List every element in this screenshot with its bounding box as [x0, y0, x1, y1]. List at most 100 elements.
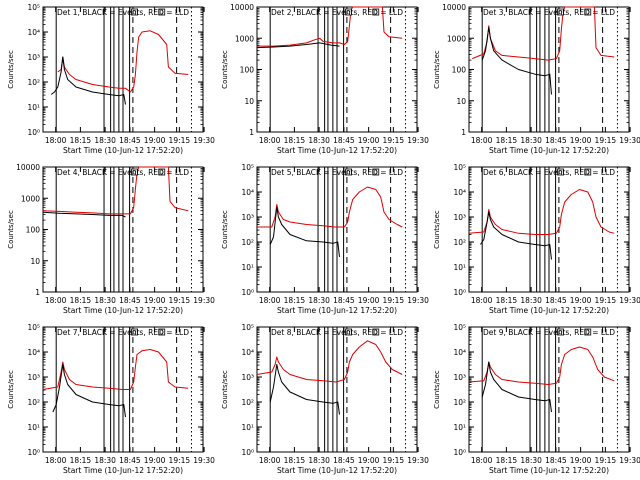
marker-box	[345, 328, 352, 336]
y-tick-label: 100	[26, 226, 41, 235]
x-tick-label: 19:00	[358, 136, 380, 145]
marker-label: D	[559, 330, 563, 336]
x-axis-label: Start Time (10-Jun-12 17:52:20)	[489, 466, 609, 475]
marker-label: D	[559, 10, 563, 16]
x-tick-label: 19:30	[407, 136, 429, 145]
panel-title: Det 1, BLACK = Events, RED = LLD	[57, 8, 189, 17]
x-tick-label: 18:15	[496, 456, 518, 465]
marker-label: D	[374, 10, 378, 16]
series-lld-line	[42, 349, 189, 390]
x-tick-label: 19:30	[619, 136, 640, 145]
y-tick-label: 10⁵	[453, 163, 466, 172]
x-tick-label: 18:15	[284, 296, 306, 305]
y-tick-label: 10⁰	[241, 288, 254, 297]
x-axis-label: Start Time (10-Jun-12 17:52:20)	[489, 306, 609, 315]
x-tick-label: 19:00	[144, 456, 166, 465]
y-tick-label: 10	[244, 97, 254, 106]
marker-label: D	[374, 170, 378, 176]
x-tick-label: 18:00	[259, 456, 281, 465]
x-axis-label: Start Time (10-Jun-12 17:52:20)	[63, 146, 183, 155]
series-lld-line	[468, 189, 615, 235]
y-tick-label: 10¹	[241, 263, 254, 272]
x-tick-label: 18:00	[45, 456, 67, 465]
x-tick-label: 19:00	[358, 456, 380, 465]
x-tick-label: 18:45	[333, 456, 355, 465]
y-axis-label: Counts/sec	[433, 370, 441, 409]
x-tick-label: 19:30	[407, 456, 429, 465]
y-axis-label: Counts/sec	[433, 50, 441, 89]
x-tick-label: 19:15	[169, 136, 191, 145]
marker-box	[557, 168, 564, 176]
marker-label: D	[586, 170, 590, 176]
x-tick-label: 18:00	[471, 296, 493, 305]
x-tick-label: 18:15	[70, 296, 92, 305]
x-tick-label: 18:45	[545, 136, 567, 145]
y-tick-label: 10⁰	[453, 288, 466, 297]
series-lld-line	[468, 346, 615, 385]
y-tick-label: 10³	[453, 373, 466, 382]
y-tick-label: 10⁰	[27, 448, 40, 457]
marker-box	[131, 8, 138, 16]
x-tick-label: 19:30	[193, 456, 215, 465]
x-axis-label: Start Time (10-Jun-12 17:52:20)	[277, 306, 397, 315]
y-tick-label: 1	[35, 288, 40, 297]
series-events-line	[269, 364, 340, 415]
panel-title: Det 9, BLACK = Events, RED = LLD	[483, 328, 615, 337]
x-tick-label: 18:00	[45, 296, 67, 305]
series-events-line	[50, 56, 126, 105]
x-tick-label: 19:15	[383, 136, 405, 145]
marker-box	[131, 168, 138, 176]
y-axis-label: Counts/sec	[221, 50, 229, 89]
x-tick-label: 18:00	[471, 456, 493, 465]
y-tick-label: 1	[249, 128, 254, 137]
y-tick-label: 10²	[241, 238, 254, 247]
series-events-line	[52, 364, 126, 418]
y-tick-label: 10⁵	[453, 323, 466, 332]
series-events-line	[481, 26, 552, 95]
marker-label: D	[160, 10, 164, 16]
y-tick-label: 10¹	[27, 103, 40, 112]
series-events-line	[480, 211, 552, 260]
x-tick-label: 19:00	[144, 296, 166, 305]
y-tick-label: 10²	[453, 238, 466, 247]
marker-box	[584, 168, 592, 176]
x-tick-label: 18:00	[259, 136, 281, 145]
x-tick-label: 19:15	[169, 296, 191, 305]
x-axis-label: Start Time (10-Jun-12 17:52:20)	[63, 306, 183, 315]
panel-title: Det 6, BLACK = Events, RED = LLD	[483, 168, 615, 177]
marker-label: D	[559, 170, 563, 176]
x-tick-label: 19:15	[595, 136, 617, 145]
x-tick-label: 19:15	[383, 456, 405, 465]
y-tick-label: 10¹	[27, 423, 40, 432]
y-tick-label: 10¹	[453, 423, 466, 432]
y-tick-label: 10¹	[241, 423, 254, 432]
marker-label: D	[133, 170, 137, 176]
panel-title: Det 7, BLACK = Events, RED = LLD	[57, 328, 189, 337]
x-tick-label: 19:00	[358, 296, 380, 305]
y-tick-label: 10⁴	[27, 348, 40, 357]
panel-det-2: 1 10 100 1000 10000 18:00 18:15 18:30 18:45 19:00…	[221, 3, 429, 155]
x-tick-label: 19:15	[595, 456, 617, 465]
marker-label: D	[347, 330, 351, 336]
y-tick-label: 10⁴	[241, 188, 254, 197]
marker-box	[372, 168, 380, 176]
y-tick-label: 10⁰	[241, 448, 254, 457]
x-tick-label: 19:00	[570, 136, 592, 145]
y-tick-label: 10	[456, 97, 466, 106]
x-tick-label: 19:15	[595, 296, 617, 305]
x-tick-label: 18:30	[520, 136, 542, 145]
marker-box	[345, 8, 352, 16]
y-tick-label: 10²	[241, 398, 254, 407]
y-tick-label: 10⁴	[241, 348, 254, 357]
series-events-line	[481, 361, 552, 413]
y-axis-label: Counts/sec	[433, 210, 441, 249]
marker-label: D	[347, 10, 351, 16]
marker-label: D	[133, 330, 137, 336]
panel-det-4: 1 10 100 1000 10000 18:00 18:15 18:30 18:45 19:00…	[7, 163, 215, 315]
x-tick-label: 19:30	[193, 136, 215, 145]
marker-label: D	[160, 170, 164, 176]
y-tick-label: 1000	[447, 34, 466, 43]
marker-box	[584, 328, 592, 336]
